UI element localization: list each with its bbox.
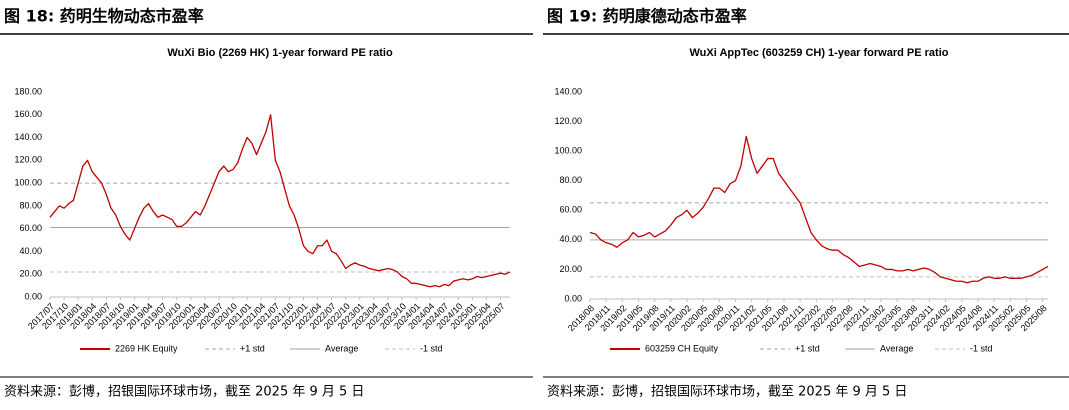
y-tick-label: 0.00 [564, 293, 582, 303]
y-tick-label: 120.00 [14, 155, 42, 165]
y-tick-label: 80.00 [559, 175, 582, 185]
y-tick-label: 100.00 [14, 177, 42, 187]
y-tick-label: 180.00 [14, 86, 42, 96]
y-tick-label: 160.00 [14, 109, 42, 119]
legend-label: -1 std [420, 343, 443, 353]
y-tick-label: 20.00 [19, 269, 42, 279]
source-note: 资料来源：彭博，招银国际环球市场，截至 2025 年 9 月 5 日 [4, 384, 364, 400]
figure-caption: 图 19: 药明康德动态市盈率 [547, 7, 747, 26]
y-tick-label: 60.00 [559, 205, 582, 215]
legend-label: +1 std [795, 343, 820, 353]
y-tick-label: 40.00 [559, 234, 582, 244]
series-line [49, 114, 511, 288]
y-tick-label: 40.00 [19, 246, 42, 256]
legend-label: 2269 HK Equity [115, 343, 178, 353]
legend-label: +1 std [240, 343, 265, 353]
y-tick-label: 20.00 [559, 264, 582, 274]
chart-title: WuXi Bio (2269 HK) 1-year forward PE rat… [167, 47, 393, 59]
series-line [589, 135, 1049, 284]
y-tick-label: 140.00 [554, 86, 582, 96]
source-note: 资料来源：彭博，招银国际环球市场，截至 2025 年 9 月 5 日 [547, 384, 907, 400]
y-tick-label: 0.00 [24, 291, 42, 301]
y-tick-label: 100.00 [554, 146, 582, 156]
legend-label: Average [325, 343, 358, 353]
figure-caption: 图 18: 药明生物动态市盈率 [4, 7, 204, 26]
legend-label: Average [880, 343, 913, 353]
y-tick-label: 60.00 [19, 223, 42, 233]
y-tick-label: 80.00 [19, 200, 42, 210]
y-tick-label: 140.00 [14, 132, 42, 142]
legend-label: 603259 CH Equity [645, 343, 719, 353]
chart-title: WuXi AppTec (603259 CH) 1-year forward P… [690, 47, 949, 59]
y-tick-label: 120.00 [554, 116, 582, 126]
legend-label: -1 std [970, 343, 993, 353]
